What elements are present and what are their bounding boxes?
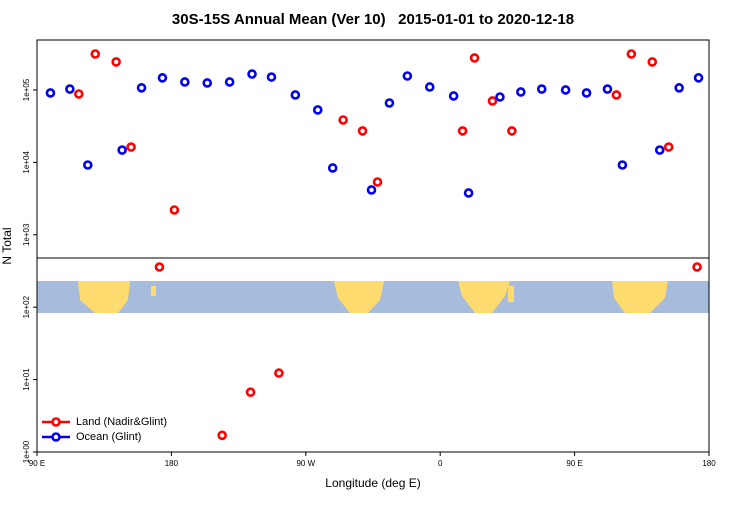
x-tick-label: 0 xyxy=(438,459,443,468)
data-point xyxy=(469,53,480,63)
data-point xyxy=(180,77,190,87)
legend-label: Ocean (Glint) xyxy=(76,431,141,443)
data-point xyxy=(463,188,474,198)
legend-marker xyxy=(51,432,61,442)
data-point xyxy=(663,142,674,152)
data-point xyxy=(366,185,377,195)
legend-marker xyxy=(51,417,61,427)
data-point xyxy=(560,85,571,95)
data-point xyxy=(82,160,93,170)
data-point xyxy=(487,96,498,106)
data-point xyxy=(338,115,348,125)
data-point xyxy=(674,83,684,93)
data-point xyxy=(536,84,547,94)
data-point xyxy=(169,205,180,215)
y-tick-label: 1e+02 xyxy=(22,295,31,318)
y-tick-label: 1e+03 xyxy=(22,223,31,246)
data-point xyxy=(692,262,702,272)
data-point xyxy=(266,72,277,82)
data-point xyxy=(647,57,658,67)
x-tick-label: 180 xyxy=(702,459,716,468)
plot-frame xyxy=(36,39,710,453)
y-tick-label: 1e+05 xyxy=(22,78,31,101)
data-point xyxy=(157,73,168,83)
data-point xyxy=(402,71,413,81)
x-tick-label: 90 E xyxy=(566,459,582,468)
data-point xyxy=(457,126,468,136)
y-tick-label: 1e+04 xyxy=(22,151,31,174)
data-point xyxy=(274,368,284,378)
x-tick-label: 180 xyxy=(165,459,179,468)
data-point xyxy=(448,91,459,101)
map-strip xyxy=(37,281,709,313)
legend-label: Land (Nadir&Glint) xyxy=(76,416,167,428)
data-point xyxy=(154,262,165,272)
data-point xyxy=(111,57,121,67)
data-point xyxy=(217,430,227,441)
data-point xyxy=(384,98,395,108)
chart-title: 30S-15S Annual Mean (Ver 10) 2015-01-01 … xyxy=(172,11,574,28)
data-point xyxy=(602,84,613,94)
data-point xyxy=(65,84,75,94)
data-point xyxy=(117,145,127,155)
data-point xyxy=(654,145,665,155)
data-point xyxy=(224,77,235,87)
x-axis-label: Longitude (deg E) xyxy=(325,476,420,490)
data-point xyxy=(136,83,147,93)
data-point xyxy=(74,89,84,99)
data-point xyxy=(45,88,56,98)
data-point xyxy=(516,87,526,97)
data-point xyxy=(611,90,622,100)
y-tick-label: 1e+00 xyxy=(22,440,31,463)
data-point xyxy=(247,69,257,79)
data-point xyxy=(617,160,628,170)
data-point xyxy=(495,92,505,102)
x-tick-label: 90 W xyxy=(296,459,315,468)
data-point xyxy=(424,82,435,92)
data-point xyxy=(312,105,323,115)
data-point xyxy=(90,49,101,59)
y-tick-label: 1e+01 xyxy=(22,368,31,391)
data-point xyxy=(626,49,637,59)
x-tick-label: 90 E xyxy=(29,459,45,468)
data-point xyxy=(245,387,256,397)
data-point xyxy=(327,163,338,173)
y-axis-label: N Total xyxy=(0,227,14,264)
data-point xyxy=(202,78,213,88)
data-point xyxy=(507,126,517,136)
data-point xyxy=(290,90,301,100)
data-point xyxy=(126,142,136,152)
data-point xyxy=(372,177,383,187)
data-point xyxy=(693,73,704,83)
data-point xyxy=(357,126,368,136)
data-point xyxy=(581,88,592,98)
